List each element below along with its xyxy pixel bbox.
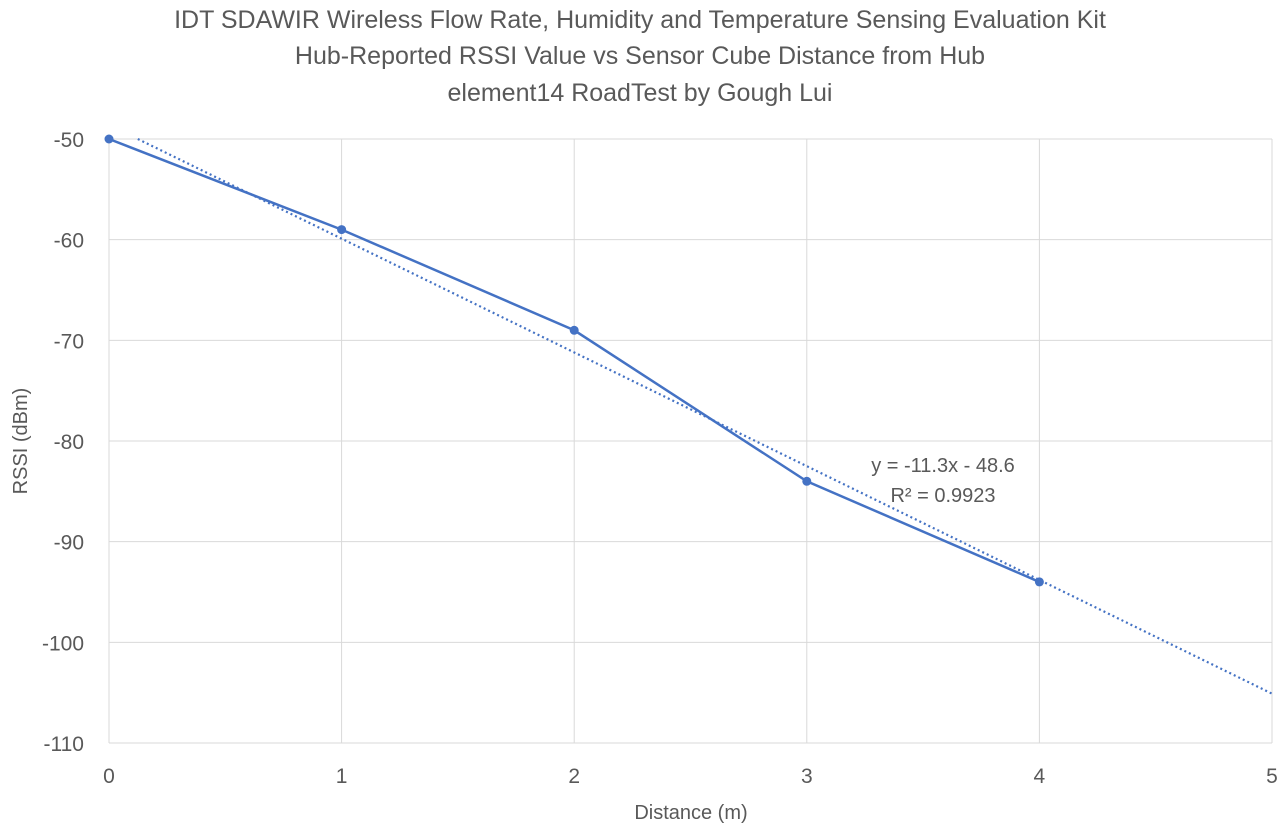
x-tick-label: 4 <box>1034 765 1046 788</box>
chart-title-line-1: IDT SDAWIR Wireless Flow Rate, Humidity … <box>174 6 1106 34</box>
x-tick-label: 3 <box>801 765 813 788</box>
y-tick-label: -60 <box>54 230 84 253</box>
x-tick-label: 5 <box>1266 765 1278 788</box>
x-tick-label: 1 <box>336 765 348 788</box>
trendline-equation: y = -11.3x - 48.6 <box>871 455 1015 477</box>
y-tick-label: -50 <box>54 129 84 152</box>
x-tick-label: 2 <box>568 765 580 788</box>
chart-title-line-2: Hub-Reported RSSI Value vs Sensor Cube D… <box>294 42 986 70</box>
x-axis-label: Distance (m) <box>634 802 747 824</box>
data-point <box>104 134 114 144</box>
y-tick-label: -100 <box>42 632 84 655</box>
x-tick-label: 0 <box>103 765 115 788</box>
y-tick-label: -90 <box>54 532 84 555</box>
trendline-r-squared: R² = 0.9923 <box>890 485 995 507</box>
y-tick-label: -80 <box>54 431 84 454</box>
data-point <box>337 225 347 235</box>
data-point <box>569 325 579 335</box>
y-tick-label: -70 <box>54 330 84 353</box>
y-axis-label: RSSI (dBm) <box>10 388 32 495</box>
y-tick-label: -110 <box>44 733 84 756</box>
chart-title-line-3: element14 RoadTest by Gough Lui <box>447 79 833 107</box>
data-point <box>1034 577 1044 587</box>
data-point <box>802 476 812 486</box>
